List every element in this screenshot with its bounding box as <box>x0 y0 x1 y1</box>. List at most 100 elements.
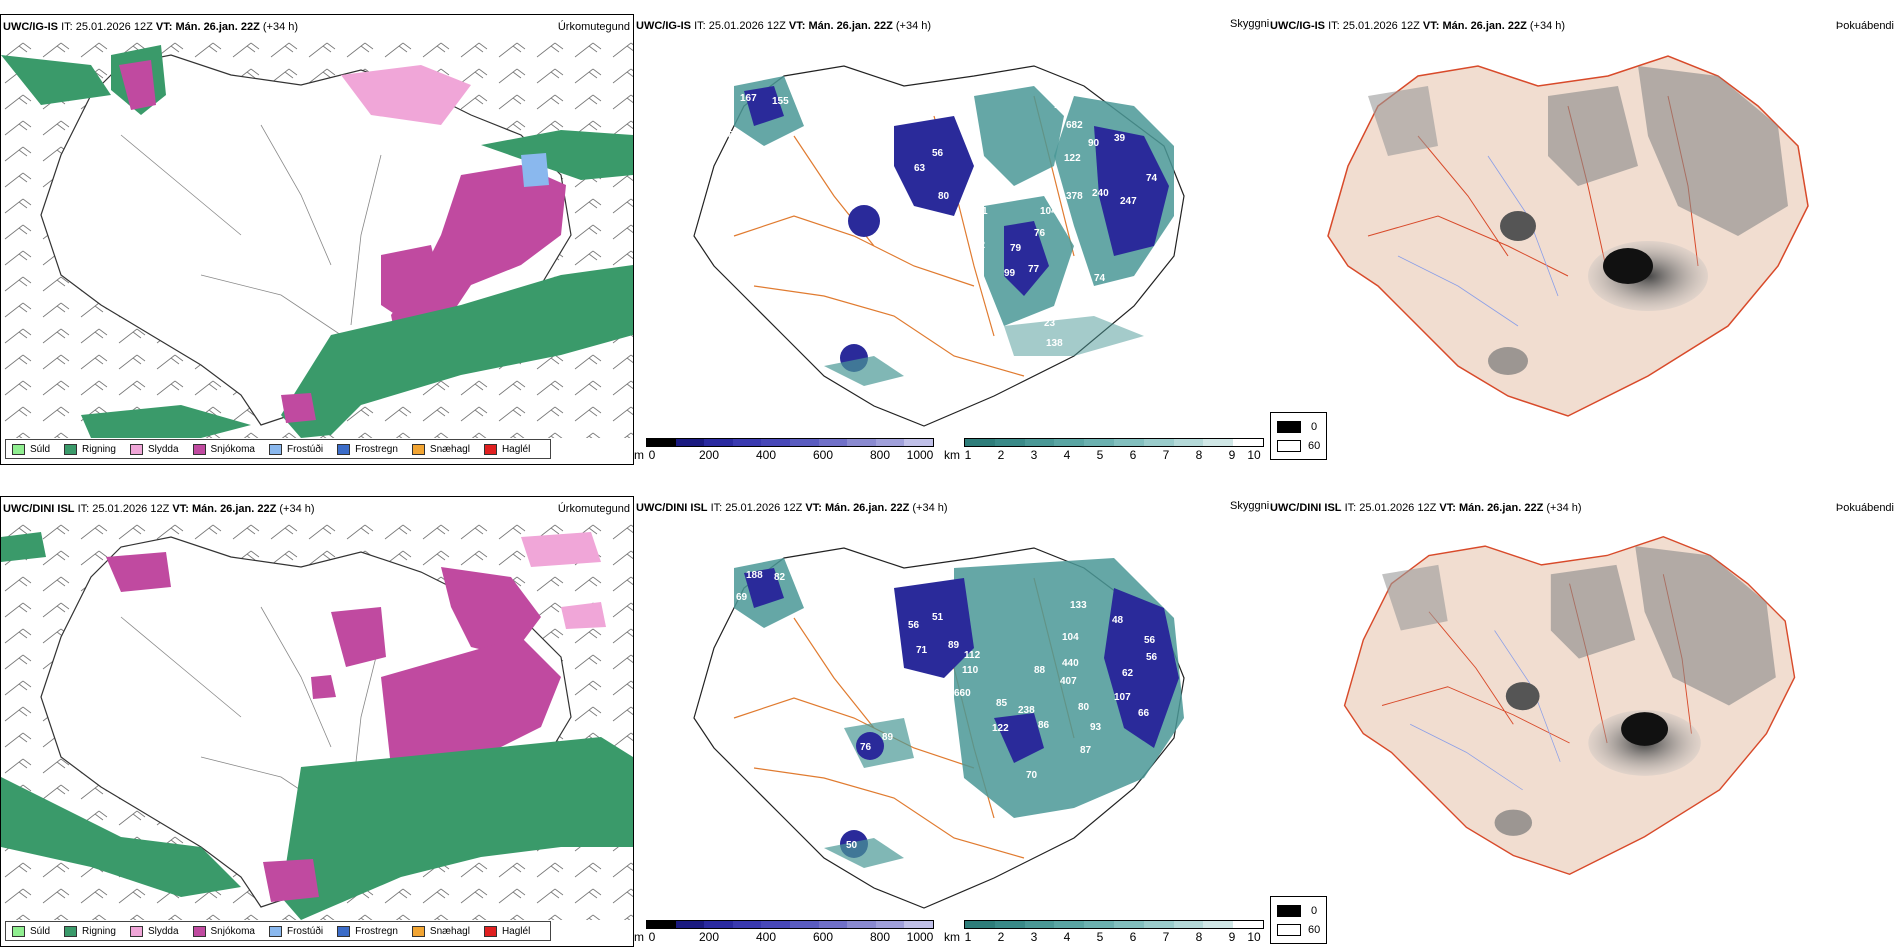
colorbar-tick: 7 <box>1162 448 1170 462</box>
svg-text:89: 89 <box>948 640 960 651</box>
colorbar-tick: 9 <box>1228 930 1236 944</box>
svg-text:77: 77 <box>1028 264 1040 275</box>
svg-text:87: 87 <box>1080 745 1092 756</box>
svg-text:70: 70 <box>1026 770 1038 781</box>
svg-text:188: 188 <box>746 570 763 581</box>
svg-text:86: 86 <box>1038 720 1050 731</box>
colorbar-tick: 200 <box>698 448 720 462</box>
svg-text:76: 76 <box>1034 228 1046 239</box>
svg-text:167: 167 <box>740 93 757 104</box>
precip-panel-row1: UWC/IG-IS IT: 25.01.2026 12Z VT: Mán. 26… <box>0 14 634 465</box>
svg-text:185: 185 <box>1054 100 1071 111</box>
legend-item-snjokoma: Snjókoma <box>192 925 255 937</box>
legend-item-slydda: Slydda <box>129 925 179 937</box>
svg-text:682: 682 <box>1066 120 1083 131</box>
colorbar-tick: 10 <box>1247 448 1261 462</box>
colorbar-distance-row2: km 1 2 3 4 5 6 7 8 9 10 <box>944 920 1264 948</box>
colorbar-tick: 1 <box>964 930 972 944</box>
svg-text:64: 64 <box>1114 283 1126 294</box>
svg-text:104: 104 <box>1040 206 1057 217</box>
cloud-legend-row2: 0 60 <box>1270 896 1327 944</box>
legend-item-haglel: Haglél <box>483 925 530 937</box>
colorbar-tick: 1000 <box>906 930 934 944</box>
legend-item-rigning: Rigning <box>64 925 116 937</box>
legend-item-sudl: Súld <box>12 443 50 455</box>
cloud-map-row2 <box>1343 536 1796 876</box>
colorbar-tick: 800 <box>869 930 891 944</box>
svg-text:50: 50 <box>846 840 858 851</box>
svg-text:660: 660 <box>954 688 971 699</box>
panel-title-row2-cloud: UWC/DINI ISL IT: 25.01.2026 12Z VT: Mán.… <box>1270 502 1582 514</box>
colorbar-tick: 5 <box>1096 930 1104 944</box>
legend-item-rigning: Rigning <box>64 443 116 455</box>
panel-type-cloud: Þokuábendi <box>1835 502 1894 514</box>
colorbar-unit-km: km <box>944 930 960 944</box>
legend-item-frostregn: Frostregn <box>337 925 398 937</box>
colorbar-tick: 6 <box>1129 448 1137 462</box>
legend-item-sudl: Súld <box>12 925 50 937</box>
svg-text:85: 85 <box>1074 283 1086 294</box>
colorbar-strip-m <box>646 920 934 929</box>
colorbar-unit-m: m <box>634 930 644 944</box>
colorbar-tick: 600 <box>812 930 834 944</box>
visibility-panel-row1: UWC/IG-IS IT: 25.01.2026 12Z VT: Mán. 26… <box>634 14 1269 465</box>
svg-text:378: 378 <box>1066 191 1083 202</box>
legend-item-slydda: Slydda <box>129 443 179 455</box>
panel-title-row1-cloud: UWC/IG-IS IT: 25.01.2026 12Z VT: Mán. 26… <box>1270 20 1566 32</box>
svg-text:82: 82 <box>774 572 786 583</box>
svg-text:72: 72 <box>974 240 986 251</box>
colorbar-tick: 8 <box>1195 448 1203 462</box>
legend-item-frostregn: Frostregn <box>337 443 398 455</box>
legend-item-snaehagl: Snæhagl <box>411 925 470 937</box>
svg-text:122: 122 <box>1064 153 1081 164</box>
svg-text:56: 56 <box>1144 635 1156 646</box>
svg-text:155: 155 <box>772 96 789 107</box>
colorbar-strip-km <box>964 438 1264 447</box>
panel-type-precip: Úrkomutegund <box>557 503 630 515</box>
cloud-map-row1 <box>1327 55 1809 417</box>
svg-text:90: 90 <box>1088 138 1100 149</box>
panel-type-cloud: Þokuábendi <box>1835 20 1894 32</box>
legend-item-haglel: Haglél <box>483 443 530 455</box>
svg-text:85: 85 <box>996 698 1008 709</box>
colorbar-tick: 7 <box>1162 930 1170 944</box>
colorbar-tick: 8 <box>1195 930 1203 944</box>
panel-type-precip: Úrkomutegund <box>557 21 630 33</box>
colorbar-tick: 800 <box>869 448 891 462</box>
svg-text:46: 46 <box>1104 298 1116 309</box>
svg-text:74: 74 <box>1094 273 1106 284</box>
svg-text:110: 110 <box>962 665 979 676</box>
colorbar-altitude-row1: m 0 200 400 600 800 1000 <box>634 438 934 466</box>
colorbar-tick: 5 <box>1096 448 1104 462</box>
colorbar-unit-m: m <box>634 448 644 462</box>
svg-text:74: 74 <box>1146 173 1158 184</box>
svg-text:76: 76 <box>860 742 872 753</box>
visibility-map-row1: 39 74 90 122 185 682 378 240 247 148 104… <box>693 65 1185 427</box>
cloud-panel-row2: UWC/DINI ISL IT: 25.01.2026 12Z VT: Mán.… <box>1268 496 1900 896</box>
svg-text:99: 99 <box>1004 268 1016 279</box>
svg-text:69: 69 <box>1066 300 1078 311</box>
svg-text:48: 48 <box>1112 615 1124 626</box>
colorbar-tick: 0 <box>648 448 656 462</box>
precip-legend-row1: Súld Rigning Slydda Snjókoma Frostúði Fr… <box>5 439 552 459</box>
panel-type-visibility: Skyggni <box>1230 500 1270 512</box>
svg-text:138: 138 <box>1046 338 1063 349</box>
svg-text:56: 56 <box>1146 652 1158 663</box>
svg-text:112: 112 <box>964 650 981 661</box>
svg-text:107: 107 <box>1114 692 1131 703</box>
panel-title-row1-vis: UWC/IG-IS IT: 25.01.2026 12Z VT: Mán. 26… <box>636 20 932 32</box>
colorbar-tick: 9 <box>1228 448 1236 462</box>
svg-text:69: 69 <box>736 592 748 603</box>
visibility-panel-row2: UWC/DINI ISL IT: 25.01.2026 12Z VT: Mán.… <box>634 496 1270 947</box>
svg-text:56: 56 <box>908 620 920 631</box>
cloud-panel-row1: UWC/IG-IS IT: 25.01.2026 12Z VT: Mán. 26… <box>1268 14 1900 454</box>
svg-text:89: 89 <box>882 732 894 743</box>
colorbar-tick: 3 <box>1030 930 1038 944</box>
colorbar-tick: 2 <box>997 448 1005 462</box>
svg-text:247: 247 <box>1120 196 1137 207</box>
svg-text:56: 56 <box>932 148 944 159</box>
colorbar-strip-m <box>646 438 934 447</box>
svg-text:104: 104 <box>1062 632 1079 643</box>
svg-text:440: 440 <box>1062 658 1079 669</box>
svg-text:23: 23 <box>1044 318 1056 329</box>
